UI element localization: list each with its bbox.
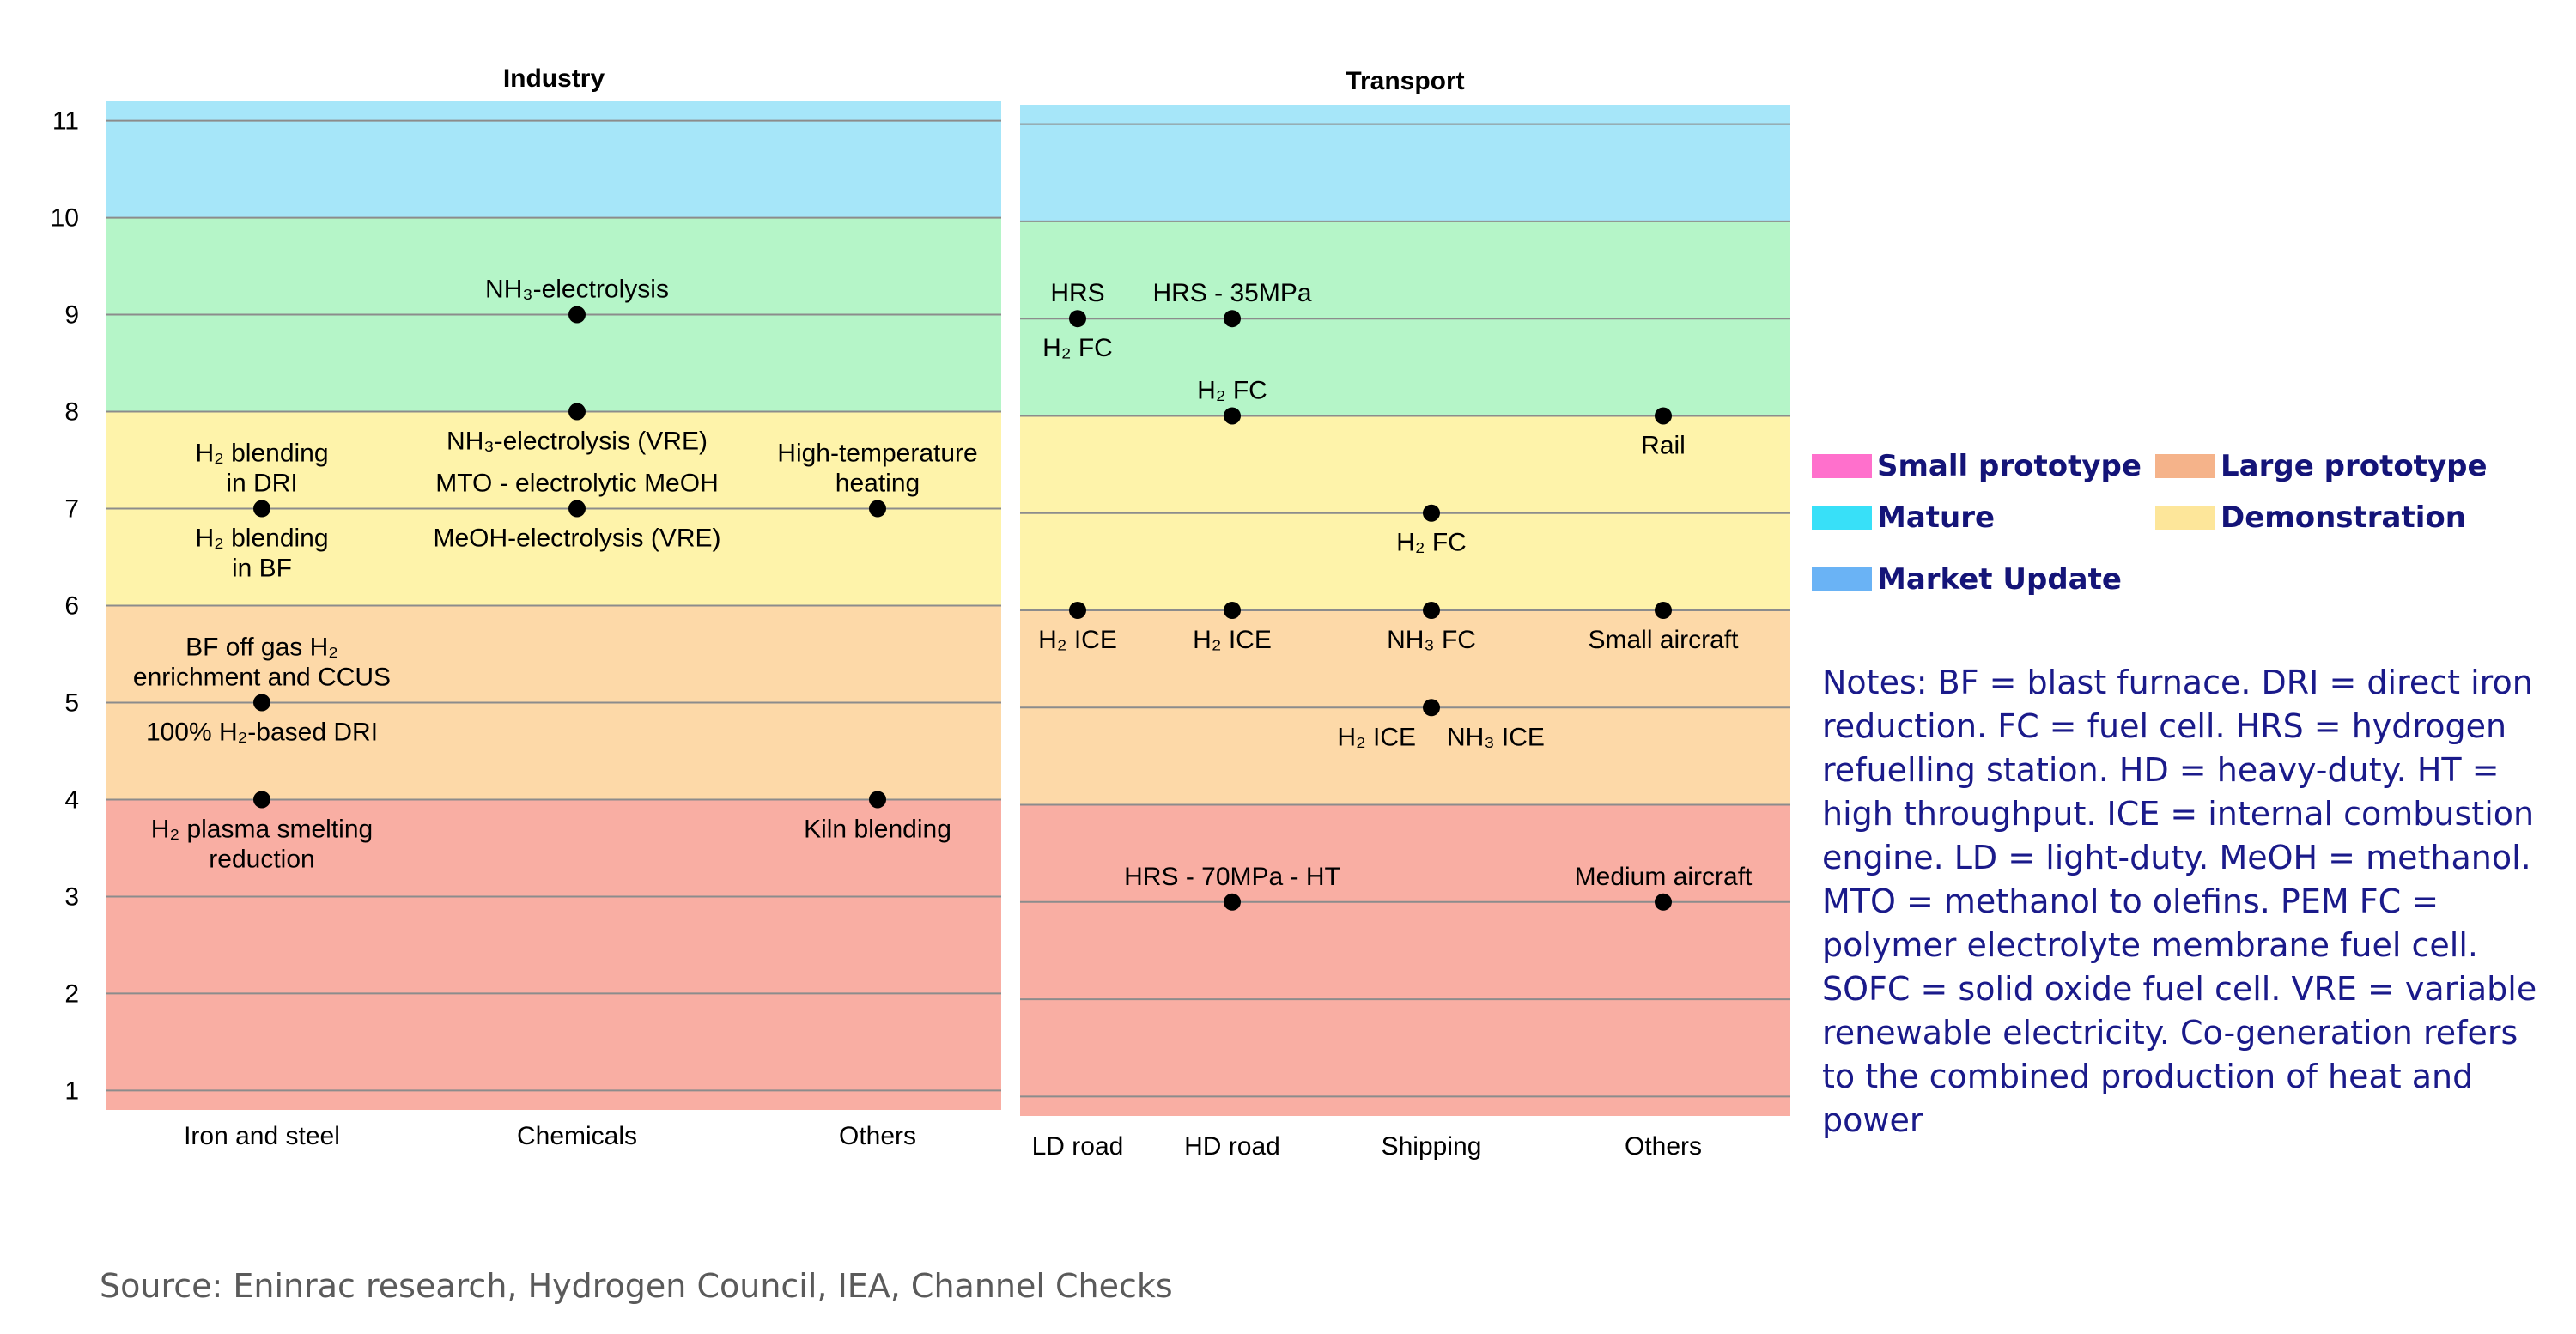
industry-point-label-h-plasma-smelting-reduction: H₂ plasma smelting reduction <box>151 815 373 873</box>
legend-swatch-demonstration <box>2155 506 2215 530</box>
transport-point-label-hrs: HRS <box>1050 279 1104 307</box>
legend: Small prototype Large prototype Mature D… <box>1812 445 2499 616</box>
transport-point-hd-road-3 <box>1224 893 1241 911</box>
legend-swatch-small-prototype <box>1812 454 1872 478</box>
industry-category-label-others: Others <box>839 1122 916 1150</box>
transport-point-others-3 <box>1655 893 1672 911</box>
transport-point-label-h-fc: H₂ FC <box>1396 529 1467 557</box>
transport-point-hd-road-6 <box>1224 602 1241 619</box>
transport-point-label-rail: Rail <box>1641 431 1686 459</box>
y-tick-label-4: 4 <box>64 785 79 814</box>
legend-swatch-mature <box>1812 506 1872 530</box>
legend-item-demonstration: Demonstration <box>2155 496 2466 539</box>
y-tick-label-1: 1 <box>64 1076 79 1105</box>
transport-point-label-hrs-35mpa: HRS - 35MPa <box>1152 279 1311 307</box>
industry-point-label-h-blending-in-dri: H₂ blending in DRI <box>195 440 328 498</box>
industry-point-label-mto-electrolytic-meoh: MTO - electrolytic MeOH <box>435 470 719 498</box>
legend-label-market-update: Market Update <box>1877 562 2122 597</box>
industry-band-small-prototype <box>106 799 1001 1110</box>
transport-point-others-6 <box>1655 602 1672 619</box>
transport-point-hd-road-9 <box>1224 310 1241 328</box>
notes-text: Notes: BF = blast furnace. DRI = direct … <box>1822 664 2537 1139</box>
y-tick-label-10: 10 <box>51 204 79 233</box>
legend-swatch-market-update <box>1812 567 1872 591</box>
transport-point-label-h-fc: H₂ FC <box>1197 376 1267 404</box>
industry-point-chemicals-7 <box>568 500 586 518</box>
transport-point-label-h-ice: H₂ ICE <box>1038 626 1117 654</box>
y-tick-label-7: 7 <box>64 495 79 524</box>
y-tick-label-11: 11 <box>52 107 79 136</box>
transport-point-hd-road-8 <box>1224 407 1241 425</box>
transport-point-label-h-ice: H₂ ICE <box>1193 626 1272 654</box>
transport-band-market-update <box>1020 105 1790 221</box>
industry-category-label-iron-and-steel: Iron and steel <box>184 1122 340 1150</box>
legend-label-mature: Mature <box>1877 500 1996 535</box>
transport-point-ld-road-9 <box>1069 310 1086 328</box>
industry-point-label-bf-off-gas-h-enrichment-and-ccus: BF off gas H₂ enrichment and CCUS <box>133 633 391 691</box>
legend-item-small-prototype: Small prototype <box>1812 445 2142 488</box>
source-text: Source: Eninrac research, Hydrogen Counc… <box>100 1267 1173 1305</box>
industry-point-label-h-blending-in-bf: H₂ blending in BF <box>195 525 328 583</box>
legend-item-mature: Mature <box>1812 496 1995 539</box>
industry-point-chemicals-9 <box>568 306 586 324</box>
transport-panel-title: Transport <box>1346 67 1464 95</box>
industry-point-others-7 <box>869 500 886 518</box>
transport-point-label-hrs-70mpa-ht: HRS - 70MPa - HT <box>1124 863 1340 891</box>
industry-point-label-high-temperature-heating: High-temperature heating <box>777 440 977 498</box>
transport-category-label-shipping: Shipping <box>1382 1132 1482 1161</box>
industry-panel-title: Industry <box>503 64 605 93</box>
legend-swatch-large-prototype <box>2155 454 2215 478</box>
industry-point-label-nh-electrolysis: NH₃-electrolysis <box>485 276 669 304</box>
industry-point-iron-and-steel-4 <box>253 791 270 809</box>
industry-point-label-meoh-electrolysis-vre: MeOH-electrolysis (VRE) <box>433 525 720 553</box>
industry-point-label-nh-electrolysis-vre: NH₃-electrolysis (VRE) <box>447 427 708 456</box>
transport-point-shipping-6 <box>1423 602 1440 619</box>
transport-point-label-nh-ice: NH₃ ICE <box>1447 723 1545 751</box>
y-tick-label-9: 9 <box>64 301 79 330</box>
transport-point-label-medium-aircraft: Medium aircraft <box>1575 863 1753 891</box>
legend-label-demonstration: Demonstration <box>2221 500 2466 535</box>
legend-item-large-prototype: Large prototype <box>2155 445 2488 488</box>
industry-point-label-100-h-based-dri: 100% H₂-based DRI <box>146 718 378 746</box>
transport-point-shipping-7 <box>1423 504 1440 522</box>
trl-chart: 1 2 3 4 5 6 7 8 9 10 11 Industry Iron and steel Chemi… <box>51 64 1790 1161</box>
legend-label-small-prototype: Small prototype <box>1877 449 2142 483</box>
transport-point-label-nh-fc: NH₃ FC <box>1387 626 1476 654</box>
transport-band-small-prototype <box>1020 804 1790 1116</box>
y-tick-label-8: 8 <box>64 398 79 427</box>
industry-category-label-chemicals: Chemicals <box>517 1122 637 1150</box>
legend-label-large-prototype: Large prototype <box>2221 449 2488 483</box>
transport-category-label-hd-road: HD road <box>1184 1132 1280 1161</box>
y-tick-label-5: 5 <box>64 688 79 717</box>
transport-point-ld-road-6 <box>1069 602 1086 619</box>
industry-point-iron-and-steel-5 <box>253 694 270 712</box>
transport-point-shipping-5 <box>1423 699 1440 717</box>
transport-point-label-h-ice: H₂ ICE <box>1337 723 1416 751</box>
y-tick-label-3: 3 <box>64 882 79 911</box>
industry-band-market-update <box>106 101 1001 218</box>
y-tick-label-6: 6 <box>64 592 79 621</box>
industry-point-label-kiln-blending: Kiln blending <box>804 815 951 843</box>
transport-point-others-8 <box>1655 407 1672 425</box>
transport-point-label-h-fc: H₂ FC <box>1042 334 1113 362</box>
industry-point-others-4 <box>869 791 886 809</box>
transport-category-label-ld-road: LD road <box>1032 1132 1124 1161</box>
transport-category-label-others: Others <box>1625 1132 1702 1161</box>
industry-point-iron-and-steel-7 <box>253 500 270 518</box>
industry-point-chemicals-8 <box>568 403 586 421</box>
legend-item-market-update: Market Update <box>1812 558 2122 601</box>
transport-point-label-small-aircraft: Small aircraft <box>1588 626 1739 654</box>
y-tick-label-2: 2 <box>64 979 79 1008</box>
